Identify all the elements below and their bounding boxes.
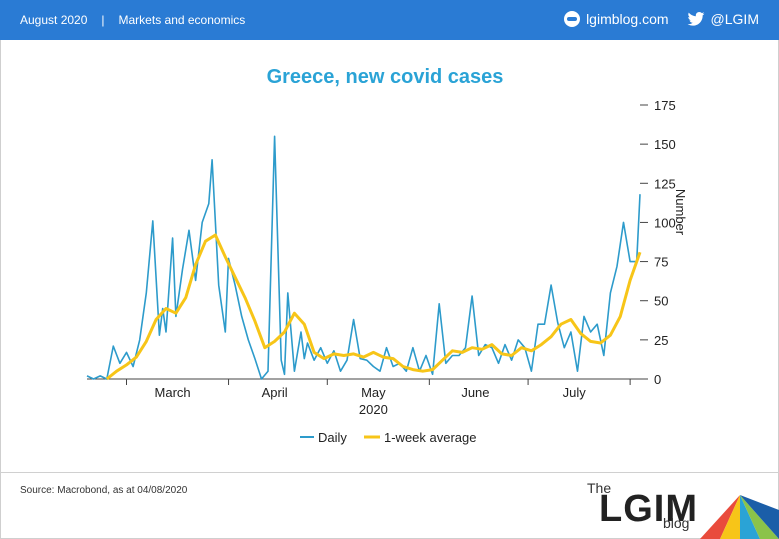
umbrella-logo-icon (700, 495, 779, 539)
site-label: lgimblog.com (586, 11, 669, 27)
x-tick-label: June (461, 385, 489, 400)
y-axis-label: Number (673, 189, 688, 236)
source-note: Source: Macrobond, as at 04/08/2020 (20, 485, 188, 496)
chart-title: Greece, new covid cases (266, 66, 504, 88)
site-link[interactable]: lgimblog.com (564, 11, 669, 27)
y-tick-label: 75 (654, 255, 668, 270)
twitter-handle: @LGIM (710, 11, 759, 27)
header-date: August 2020 (20, 13, 88, 27)
twitter-link[interactable]: @LGIM (687, 11, 759, 27)
weekly-average-series-line (105, 233, 642, 381)
globe-icon (564, 11, 581, 27)
daily-series-line (86, 135, 641, 380)
brand-the: The (587, 480, 612, 496)
y-tick-label: 150 (654, 137, 676, 152)
x-tick-label: March (155, 385, 191, 400)
twitter-icon (687, 12, 704, 26)
y-tick-label: 125 (654, 176, 676, 191)
x-tick-label: July (563, 385, 587, 400)
x-tick-label: May (361, 385, 386, 400)
chart: March April May June July 2020 0 25 50 75 100 125 15… (86, 98, 688, 445)
y-tick-label: 0 (654, 372, 661, 387)
y-tick-label: 100 (654, 215, 676, 230)
y-tick-label: 50 (654, 294, 668, 309)
header-section-link[interactable]: Markets and economics (118, 13, 246, 27)
y-tick-label: 175 (654, 98, 676, 113)
header-separator: | (101, 13, 105, 27)
brand-logo-text: LGIM (599, 488, 698, 530)
legend-label-daily: Daily (318, 430, 347, 445)
x-axis-label: 2020 (359, 402, 388, 417)
footer-divider (0, 472, 779, 473)
brand-blog: blog (663, 515, 690, 531)
x-tick-label: April (262, 385, 288, 400)
header-bar: August 2020 | Markets and economics lgim… (0, 0, 779, 40)
legend-label-average: 1-week average (384, 430, 477, 445)
y-tick-label: 25 (654, 333, 668, 348)
